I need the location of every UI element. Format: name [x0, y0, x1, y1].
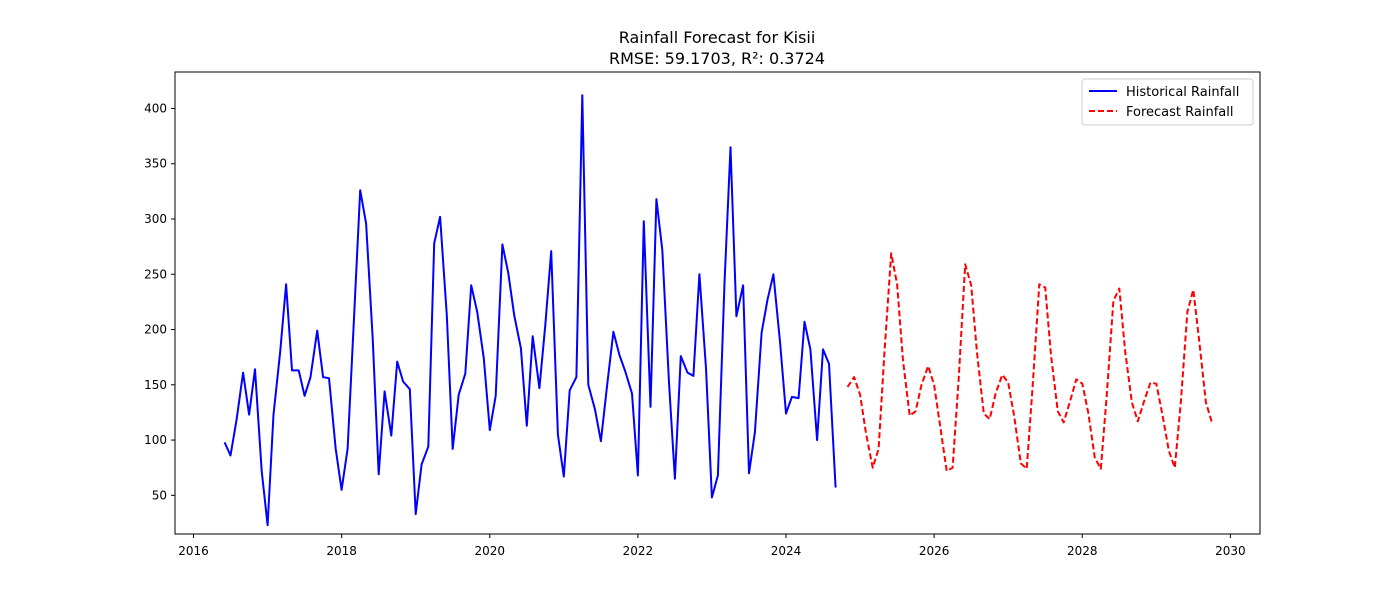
x-tick-label: 2024 — [771, 544, 802, 558]
y-tick-label: 150 — [144, 378, 167, 392]
x-tick-label: 2020 — [474, 544, 505, 558]
legend-forecast-label: Forecast Rainfall — [1126, 105, 1233, 120]
legend: Historical Rainfall Forecast Rainfall — [1082, 79, 1253, 125]
y-tick-label: 200 — [144, 323, 167, 337]
chart-title: Rainfall Forecast for Kisii — [619, 28, 816, 47]
y-tick-label: 100 — [144, 433, 167, 447]
x-tick-label: 2016 — [178, 544, 209, 558]
x-tick-label: 2026 — [919, 544, 950, 558]
y-tick-label: 400 — [144, 101, 167, 115]
y-tick-label: 350 — [144, 157, 167, 171]
x-tick-label: 2018 — [326, 544, 357, 558]
y-tick-label: 50 — [152, 488, 167, 502]
y-tick-label: 250 — [144, 267, 167, 281]
x-tick-label: 2022 — [623, 544, 654, 558]
y-tick-label: 300 — [144, 212, 167, 226]
x-tick-label: 2030 — [1215, 544, 1246, 558]
legend-historical-label: Historical Rainfall — [1126, 85, 1239, 100]
x-tick-label: 2028 — [1067, 544, 1098, 558]
chart-subtitle: RMSE: 59.1703, R²: 0.3724 — [609, 49, 825, 68]
